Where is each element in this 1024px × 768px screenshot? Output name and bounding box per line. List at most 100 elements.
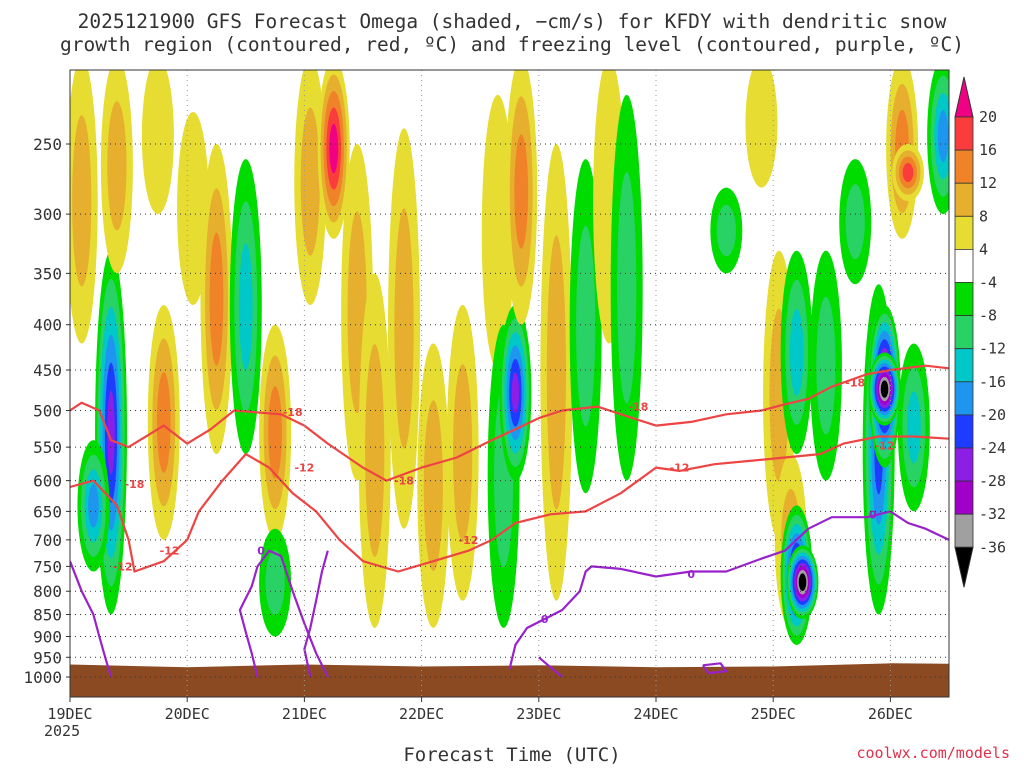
chart-title-line-2: growth region (contoured, red, ºC) and f… xyxy=(60,33,964,56)
omega-shade-level xyxy=(300,107,320,256)
colorbar-tick-label: 12 xyxy=(979,174,997,192)
y-tick-label: 750 xyxy=(33,557,62,576)
dendritic-contour-label: -18 xyxy=(125,478,145,491)
colorbar-tick-label: -24 xyxy=(979,439,1006,457)
freezing-contour xyxy=(702,662,728,675)
omega-shade-level xyxy=(107,390,115,475)
omega-shade-level xyxy=(902,163,914,183)
colorbar-bin xyxy=(954,480,974,515)
omega-blob xyxy=(897,343,930,512)
omega-blob xyxy=(147,304,180,540)
omega-shade-level xyxy=(816,296,836,435)
credit-link[interactable]: coolwx.com/models xyxy=(856,744,1010,762)
colorbar-top-arrow xyxy=(954,76,974,118)
omega-blob xyxy=(358,273,391,628)
y-tick-label: 800 xyxy=(33,582,62,601)
x-tick-label: 22DEC xyxy=(399,705,444,723)
ground-surface xyxy=(70,663,949,697)
colorbar-tick-label: 8 xyxy=(979,207,988,225)
omega-blob xyxy=(200,143,233,455)
freezing-contour-label: 0 xyxy=(869,508,877,521)
dendritic-contour-label: -18 xyxy=(394,475,414,488)
omega-blob xyxy=(388,128,421,529)
colorbar-bin xyxy=(954,447,974,482)
omega-blob xyxy=(70,70,98,344)
omega-blob xyxy=(446,304,479,601)
x-axis-label: Forecast Time (UTC) xyxy=(403,744,621,766)
dendritic-contour-label: -18 xyxy=(845,377,865,390)
dendritic-contour-label: -12 xyxy=(670,462,690,475)
y-tick-label: 600 xyxy=(33,472,62,491)
y-axis-ticks: 250 300 350 400 450 500 550 600 650 700 750 800 850 9… xyxy=(23,135,70,687)
dendritic-contour-label: -18 xyxy=(628,401,648,414)
colorbar-tick-label: -32 xyxy=(979,505,1006,523)
x-axis-ticks: 19DEC 20DEC 21DEC 22DEC 23DEC 24DEC 25DEC 26DEC xyxy=(47,697,913,723)
omega-blob xyxy=(259,324,292,540)
omega-shade-level xyxy=(423,400,443,571)
colorbar-bin xyxy=(954,215,974,250)
omega-shade-level xyxy=(514,134,529,249)
colorbar-bin xyxy=(954,315,974,350)
omega-shade-level xyxy=(789,308,804,396)
omega-shade-level xyxy=(576,225,596,427)
colorbar: 20 16 12 8 4 -4 -8 -12 -16 -20 -24 -28 -32 -36 xyxy=(954,76,1006,588)
colorbar-tick-label: 16 xyxy=(979,141,997,159)
dendritic-contour-label: -12 xyxy=(294,462,314,475)
omega-blob xyxy=(610,94,643,481)
freezing-contour xyxy=(238,549,329,678)
year-label: 2025 xyxy=(44,722,81,740)
omega-shade-level xyxy=(845,184,865,260)
omega-blob xyxy=(839,159,872,285)
omega-blob xyxy=(927,70,949,215)
omega-shade-level xyxy=(546,235,566,510)
omega-shade-level xyxy=(177,111,210,305)
colorbar-tick-label: -16 xyxy=(979,373,1006,391)
freezing-contour xyxy=(538,656,563,678)
omega-shade-level xyxy=(906,391,921,464)
omega-shade-level xyxy=(107,101,127,231)
ground-layer xyxy=(70,663,949,697)
x-tick-label: 24DEC xyxy=(633,705,678,723)
dendritic-contour-label: -18 xyxy=(283,406,303,419)
colorbar-bin xyxy=(954,149,974,184)
omega-blob xyxy=(710,187,743,274)
omega-blob xyxy=(177,111,210,305)
contour-layer: -18 -18 -18 -18 -18 -12 -12 -12 -12 -12 -12 0 0 0 0 xyxy=(70,364,949,678)
omega-shade-level xyxy=(365,344,385,557)
y-tick-label: 300 xyxy=(33,205,62,224)
omega-shade-level xyxy=(141,70,174,215)
omega-blob xyxy=(745,70,778,188)
omega-shade-level xyxy=(88,483,99,528)
omega-blob xyxy=(499,304,532,481)
dendritic-contour-label: -12 xyxy=(160,545,180,558)
dendritic-contour xyxy=(70,364,949,482)
y-tick-label: 850 xyxy=(33,606,62,625)
omega-shade-level xyxy=(511,372,520,414)
dendritic-contour-label: -12 xyxy=(875,440,895,453)
y-tick-label: 700 xyxy=(33,531,62,550)
omega-blob xyxy=(540,144,573,601)
omega-blob xyxy=(229,159,262,455)
omega-shade-level xyxy=(716,204,736,257)
y-tick-label: 350 xyxy=(33,264,62,283)
colorbar-tick-label: -12 xyxy=(979,340,1006,358)
x-tick-label: 25DEC xyxy=(751,705,796,723)
colorbar-bin xyxy=(954,381,974,416)
freezing-contour-label: 0 xyxy=(541,613,549,626)
freezing-contour xyxy=(70,560,113,678)
omega-shade-level xyxy=(394,208,414,449)
colorbar-tick-label: -8 xyxy=(979,307,997,325)
omega-shade-level xyxy=(268,386,282,479)
y-tick-label: 500 xyxy=(33,402,62,421)
omega-blob xyxy=(317,70,350,239)
colorbar-bin xyxy=(954,248,974,283)
x-tick-label: 21DEC xyxy=(282,705,327,723)
y-tick-label: 250 xyxy=(33,135,62,154)
colorbar-tick-label: -28 xyxy=(979,472,1006,490)
omega-blob xyxy=(141,70,174,215)
omega-shade-level xyxy=(745,70,778,188)
colorbar-tick-label: 4 xyxy=(979,240,988,258)
colorbar-tick-label: -20 xyxy=(979,406,1006,424)
colorbar-bin xyxy=(954,513,974,548)
